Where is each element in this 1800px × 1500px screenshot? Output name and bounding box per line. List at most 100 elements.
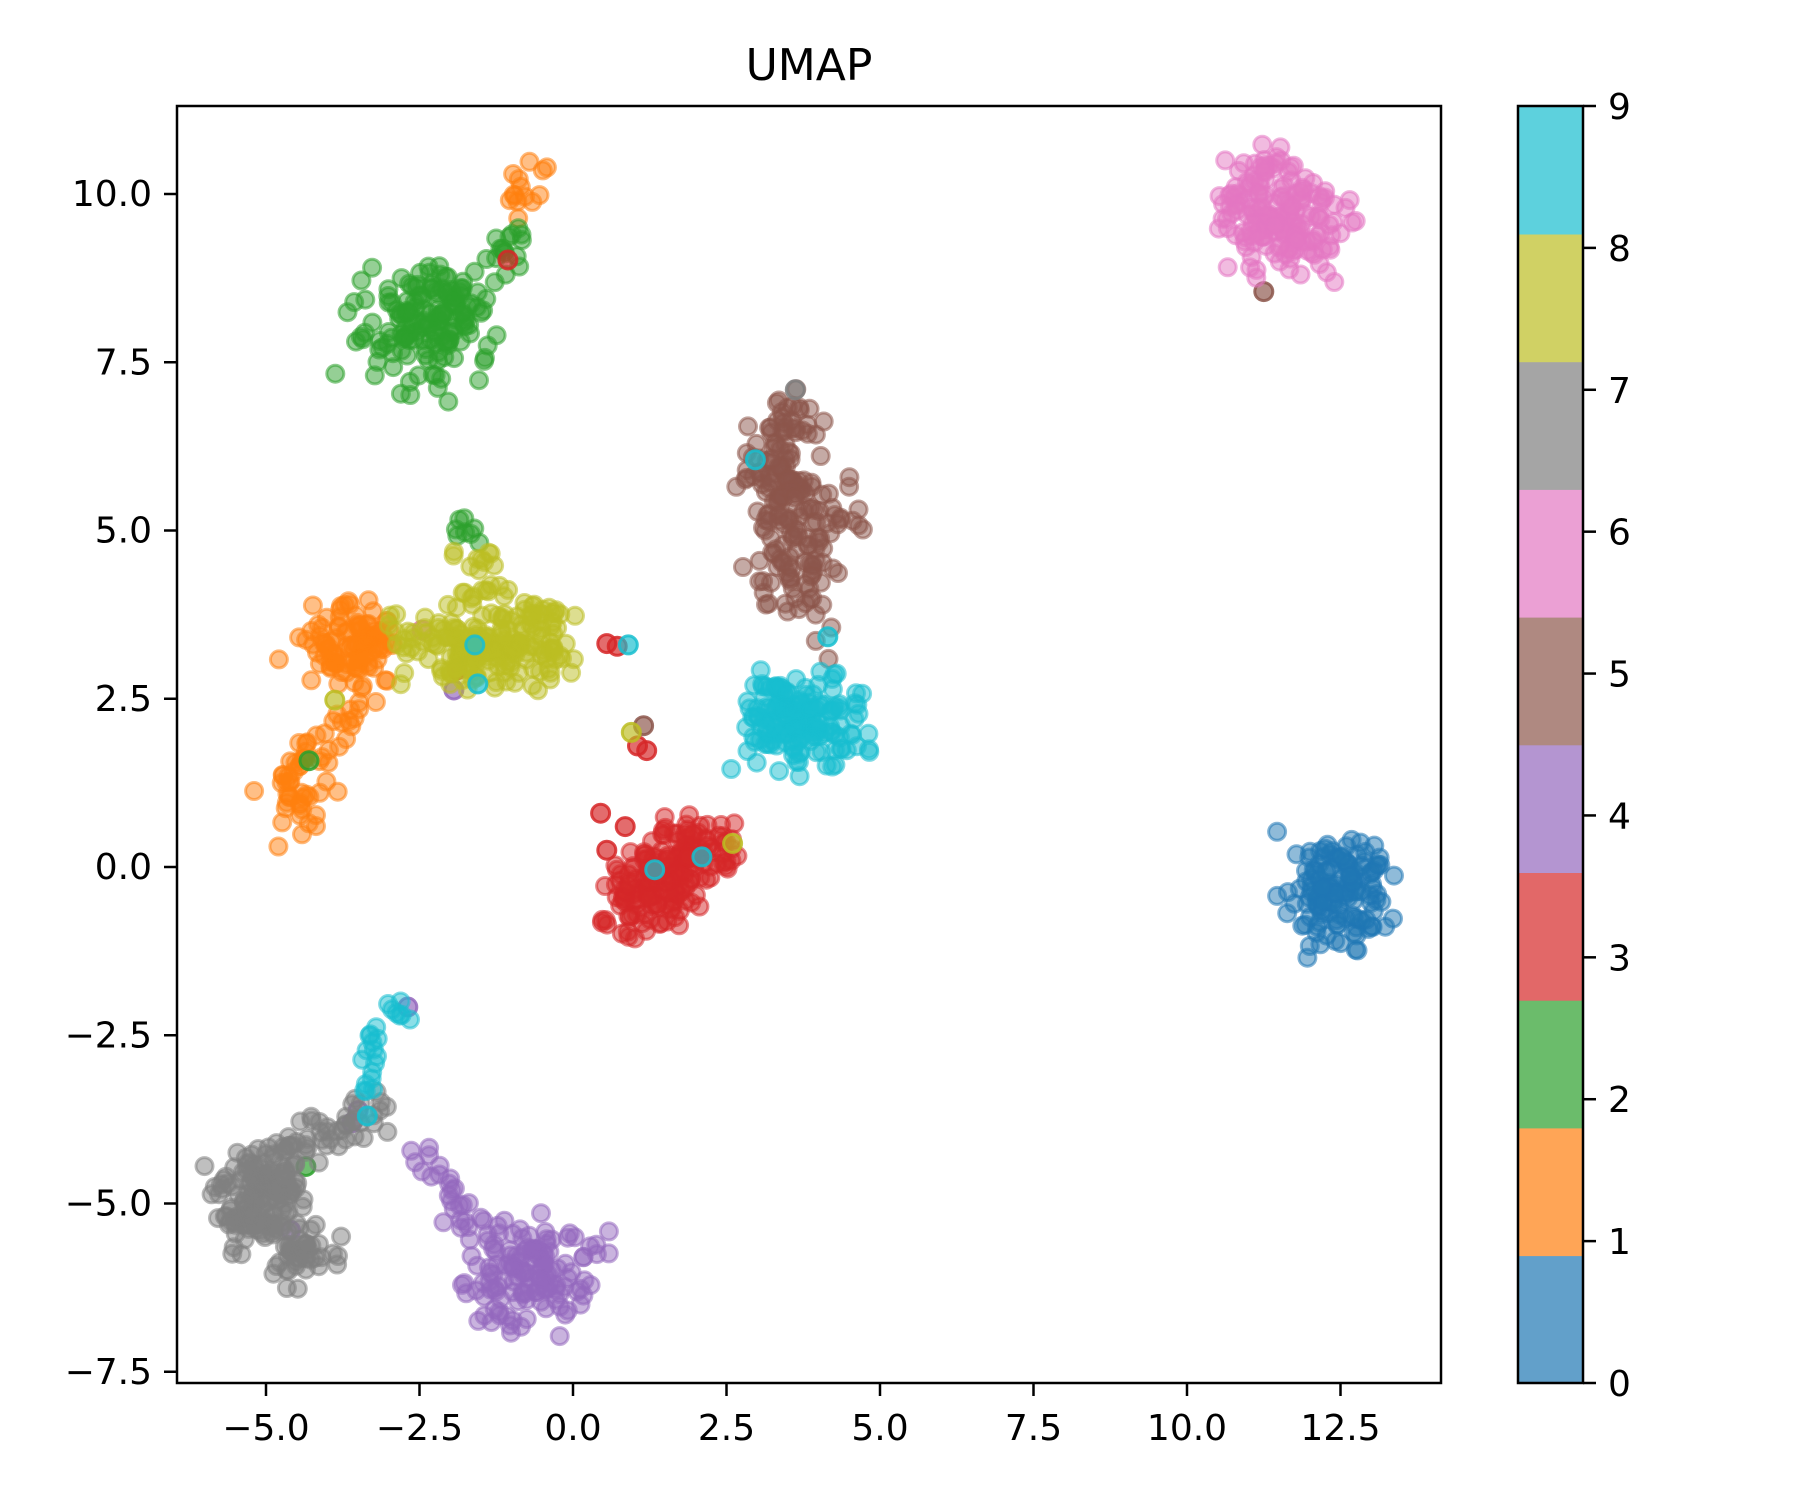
data-point: [209, 1184, 229, 1205]
data-point: [1273, 175, 1294, 196]
colorbar-legend: 0 1 2 3 4 5 6 7 8 9: [1516, 87, 1631, 1405]
y-tick-label: 5.0: [95, 511, 152, 552]
data-point: [295, 1135, 316, 1156]
data-point: [325, 363, 346, 384]
data-point: [744, 675, 765, 696]
data-point: [486, 325, 507, 346]
data-point: [231, 1244, 252, 1265]
data-point: [1362, 874, 1382, 894]
data-point: [636, 740, 658, 762]
data-point: [461, 1246, 482, 1267]
data-point: [743, 466, 764, 487]
data-point: [305, 1214, 326, 1235]
data-point: [1232, 222, 1253, 243]
data-point: [484, 1234, 505, 1255]
x-axis: −5.0 −2.5 0.0 2.5 5.0 7.5 10.0 12.5: [222, 1383, 1381, 1449]
data-point: [595, 910, 616, 931]
data-point: [306, 805, 326, 826]
data-point: [351, 270, 372, 291]
data-point: [328, 1246, 348, 1266]
data-point: [450, 1210, 471, 1230]
data-point: [309, 653, 330, 674]
data-point: [810, 446, 831, 466]
data-point: [1248, 183, 1269, 204]
data-point: [1215, 150, 1236, 171]
colorbar-tick-label: 7: [1608, 371, 1631, 412]
scatter-points-layer: [194, 134, 1404, 1347]
data-point: [722, 832, 744, 854]
data-point: [438, 391, 459, 412]
data-point: [479, 1257, 500, 1278]
data-point: [760, 678, 781, 698]
data-point: [655, 817, 676, 838]
data-point: [1310, 934, 1331, 955]
data-point: [1217, 257, 1238, 278]
data-point: [685, 885, 706, 906]
data-point: [363, 1079, 384, 1100]
data-point: [443, 541, 464, 562]
colorbar-tick-label: 6: [1608, 513, 1631, 554]
data-point: [438, 594, 458, 615]
data-point: [1315, 861, 1336, 882]
data-point: [386, 300, 407, 321]
data-point: [852, 519, 873, 540]
data-point: [1251, 157, 1272, 177]
data-point: [314, 723, 335, 744]
x-tick-label: −5.0: [222, 1408, 309, 1449]
data-point: [279, 786, 300, 807]
data-point: [596, 839, 618, 861]
data-point: [452, 302, 473, 323]
data-point: [492, 609, 513, 630]
data-point: [378, 994, 399, 1014]
colorbar-tick-label: 2: [1608, 1080, 1631, 1121]
data-point: [529, 1275, 549, 1296]
data-point: [444, 348, 465, 369]
data-point: [758, 511, 779, 532]
data-point: [339, 594, 360, 615]
data-point: [350, 326, 371, 347]
data-point: [777, 601, 798, 622]
data-point: [454, 508, 475, 529]
data-point: [292, 824, 312, 845]
data-point: [805, 604, 826, 625]
points-class-7: [194, 379, 806, 1299]
data-point: [423, 321, 444, 342]
data-point: [509, 662, 529, 683]
data-point: [364, 365, 385, 386]
data-point: [432, 303, 453, 324]
colorbar-segment-1: [1518, 1127, 1583, 1257]
data-point: [349, 692, 369, 713]
data-point: [328, 673, 349, 694]
data-point: [614, 816, 636, 838]
points-class-9: [352, 449, 880, 1127]
data-point: [785, 701, 805, 722]
data-point: [1339, 865, 1360, 886]
data-point: [408, 365, 429, 386]
colorbar-tick-label: 5: [1608, 655, 1631, 696]
data-point: [337, 302, 358, 323]
colorbar-segment-2: [1518, 999, 1583, 1129]
data-point: [308, 1256, 329, 1277]
data-point: [244, 1193, 265, 1214]
chart-title: UMAP: [746, 40, 873, 91]
data-point: [1292, 177, 1313, 198]
data-point: [1369, 847, 1390, 868]
data-point: [427, 635, 448, 656]
data-point: [419, 262, 440, 283]
data-point: [810, 572, 831, 593]
data-point: [516, 642, 537, 663]
data-point: [275, 1160, 296, 1181]
data-point: [634, 842, 655, 863]
colorbar-segment-3: [1518, 872, 1583, 1001]
data-point: [497, 249, 519, 271]
data-point: [403, 628, 424, 649]
data-point: [744, 449, 766, 471]
data-point: [1339, 190, 1360, 211]
data-point: [515, 186, 535, 207]
data-point: [1312, 239, 1333, 260]
data-point: [726, 476, 747, 497]
data-point: [501, 1322, 521, 1343]
data-point: [464, 634, 486, 656]
data-point: [1267, 821, 1288, 842]
